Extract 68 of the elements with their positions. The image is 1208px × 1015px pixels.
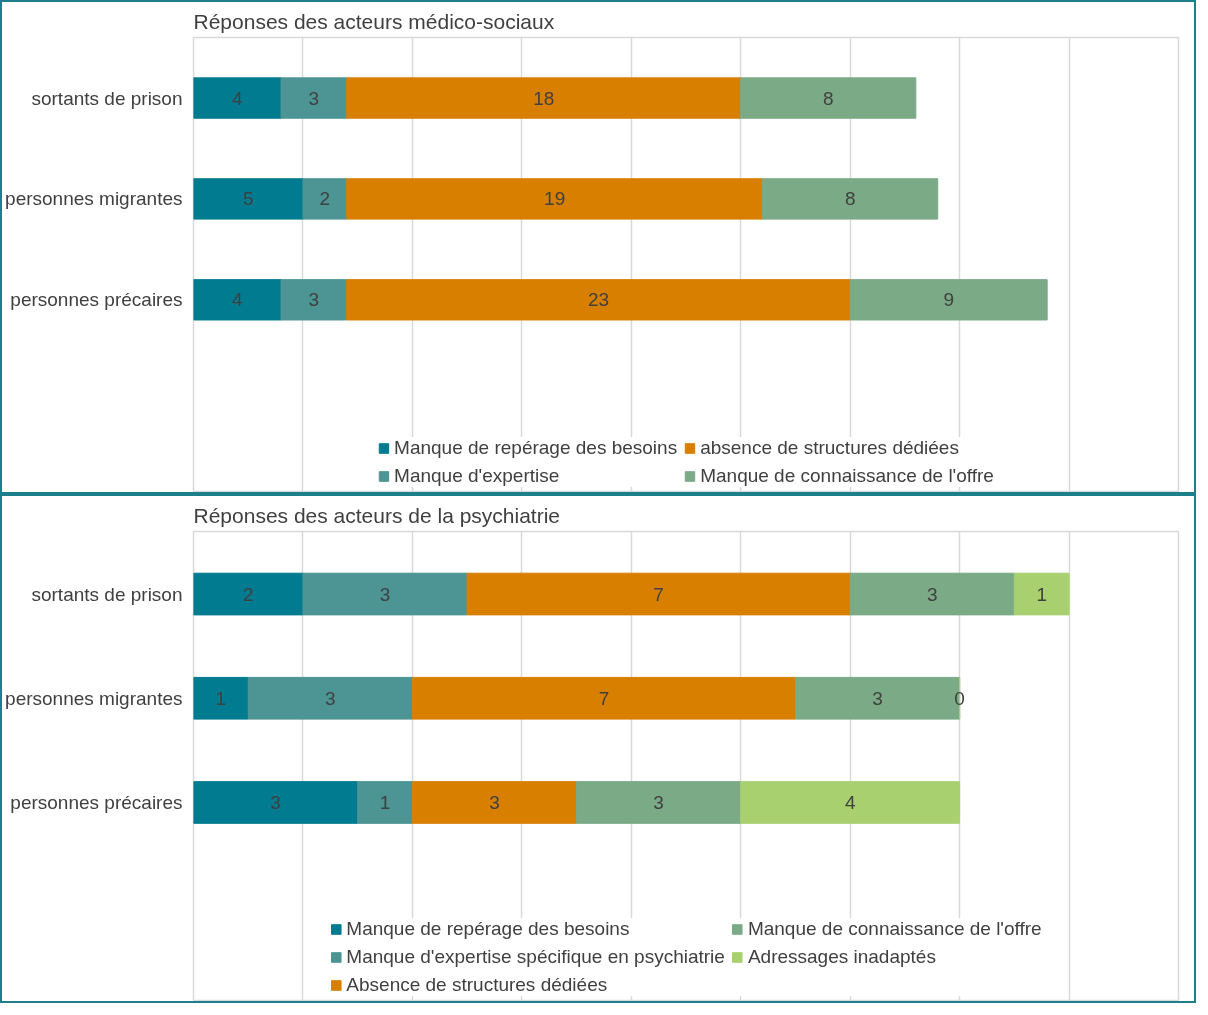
data-label: 2	[242, 583, 254, 605]
data-label: 7	[653, 583, 664, 605]
data-label: 3	[653, 791, 664, 813]
data-label: 4	[844, 791, 856, 813]
legend-label: Manque d'expertise	[394, 465, 560, 487]
data-label: 19	[544, 188, 566, 210]
legend-label: Manque de connaissance de l'offre	[700, 465, 994, 487]
bar	[193, 572, 304, 616]
bar	[302, 178, 348, 220]
bar	[411, 781, 578, 824]
data-label: 2	[319, 188, 331, 210]
bar	[1013, 572, 1070, 616]
data-label: 23	[587, 289, 610, 311]
y-tick-label: personnes précaires	[10, 791, 183, 813]
bar	[740, 77, 917, 119]
bar	[740, 781, 961, 824]
y-tick-label: personnes migrantes	[5, 188, 183, 210]
data-label: 5	[242, 188, 254, 210]
bar	[193, 279, 282, 321]
bar	[357, 781, 413, 824]
bar	[466, 572, 851, 616]
legend-label: Manque de repérage des besoins	[394, 437, 678, 459]
y-tick-label: personnes précaires	[10, 289, 183, 311]
data-label: 9	[943, 289, 954, 311]
bar	[193, 676, 249, 720]
y-tick-label: sortants de prison	[31, 583, 183, 605]
bar	[346, 279, 851, 321]
data-label: 4	[231, 87, 243, 109]
bar	[193, 77, 282, 119]
data-label: 1	[1036, 583, 1047, 605]
bar	[411, 676, 796, 720]
data-label: 3	[308, 87, 320, 109]
data-label: 18	[533, 87, 555, 109]
data-label: 8	[822, 87, 834, 109]
bar	[280, 279, 348, 321]
bar	[346, 77, 742, 119]
data-label: 4	[231, 289, 243, 311]
data-label: 3	[270, 791, 281, 813]
bar	[762, 178, 939, 220]
legend-label: Manque de connaissance de l'offre	[747, 918, 1042, 940]
bar	[576, 781, 742, 824]
data-label: 3	[379, 583, 391, 605]
legend-label: Manque d'expertise spécifique en psychiatrie	[346, 946, 725, 968]
bar	[193, 178, 304, 220]
data-label: 3	[325, 687, 336, 709]
bar	[849, 572, 1015, 616]
bar	[193, 781, 359, 824]
bar	[302, 572, 468, 616]
bar	[346, 178, 764, 220]
legend-label: Absence de structures dédiées	[346, 974, 608, 996]
chart-title: Réponses des acteurs de la psychiatrie	[193, 503, 561, 527]
legend-label: Adressages inadaptés	[747, 946, 936, 968]
bar	[280, 77, 348, 119]
legend-label: absence de structures dédiées	[700, 437, 959, 459]
legend-label: Manque de repérage des besoins	[346, 918, 630, 940]
data-label: 1	[379, 791, 391, 813]
data-label: 3	[926, 583, 938, 605]
data-label: 3	[489, 791, 500, 813]
bar	[849, 279, 1048, 321]
data-label: 3	[872, 687, 883, 709]
y-tick-label: personnes migrantes	[5, 687, 183, 709]
data-label: 7	[598, 687, 610, 709]
data-label: 8	[844, 188, 856, 210]
y-tick-label: sortants de prison	[31, 87, 183, 109]
chart-title: Réponses des acteurs médico-sociaux	[193, 9, 555, 33]
bar	[247, 676, 413, 720]
data-label: 3	[308, 289, 320, 311]
data-label: 1	[215, 687, 227, 709]
